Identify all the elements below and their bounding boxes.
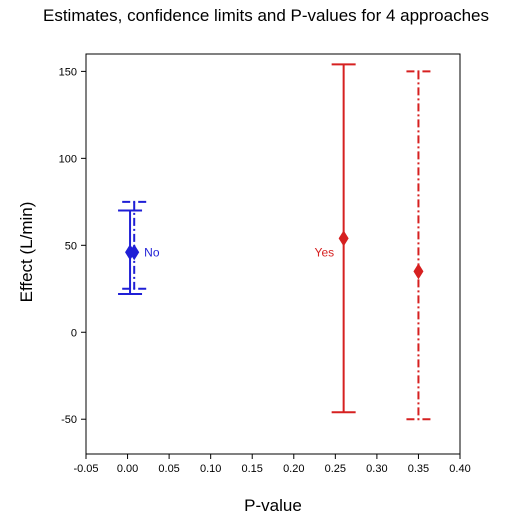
- x-tick-label: 0.40: [449, 463, 470, 475]
- x-axis-label: P-value: [244, 496, 302, 515]
- y-tick-label: 0: [71, 327, 77, 339]
- x-tick-label: 0.10: [200, 463, 221, 475]
- x-tick-label: -0.05: [73, 463, 98, 475]
- x-tick-label: 0.05: [158, 463, 179, 475]
- chart-title: Estimates, confidence limits and P-value…: [42, 6, 489, 25]
- x-tick-label: 0.30: [366, 463, 387, 475]
- y-tick-label: 100: [59, 153, 77, 165]
- annotation-label: Yes: [315, 245, 335, 259]
- estimate-marker: [338, 230, 349, 247]
- y-tick-label: 50: [65, 240, 77, 252]
- y-tick-label: -50: [61, 414, 77, 426]
- x-tick-label: 0.25: [325, 463, 346, 475]
- x-tick-label: 0.35: [408, 463, 429, 475]
- x-tick-label: 0.20: [283, 463, 304, 475]
- y-tick-label: 150: [59, 66, 77, 78]
- plot-frame: [85, 53, 461, 455]
- annotation-label: No: [144, 245, 160, 259]
- x-tick-label: 0.00: [117, 463, 138, 475]
- estimate-marker: [413, 263, 424, 280]
- estimate-marker: [129, 244, 140, 261]
- x-tick-label: 0.15: [242, 463, 263, 475]
